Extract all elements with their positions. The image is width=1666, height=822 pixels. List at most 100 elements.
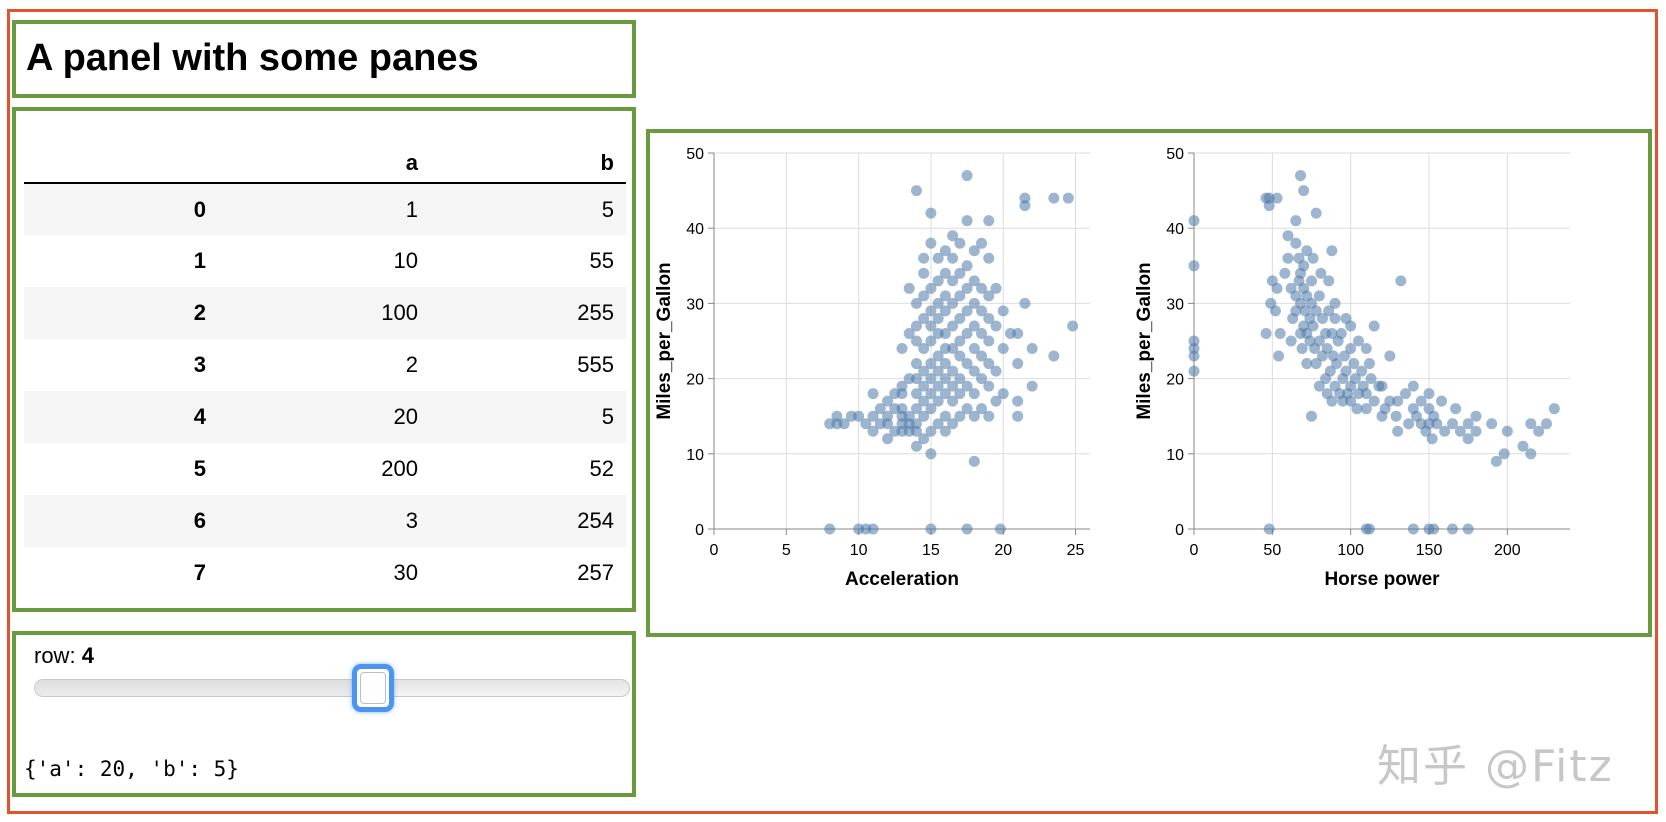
scatter-point: [1326, 327, 1338, 339]
scatter-point: [925, 358, 937, 370]
scatter-point: [968, 388, 980, 400]
scatter-point: [954, 350, 966, 362]
scatter-point: [939, 267, 951, 279]
scatter-point: [932, 312, 944, 324]
scatter-point: [882, 433, 894, 445]
row-slider-handle[interactable]: [352, 664, 395, 712]
row-slider-fill: [35, 680, 375, 696]
scatter-point: [1462, 418, 1474, 430]
scatter-point: [1345, 320, 1357, 332]
x-tick-label: 15: [922, 542, 940, 559]
row-slider-track[interactable]: [34, 679, 630, 697]
scatter-point: [939, 305, 951, 317]
scatter-point: [918, 252, 930, 264]
cell-b: 254: [577, 508, 614, 533]
scatter-point: [910, 297, 922, 309]
scatter-point: [976, 327, 988, 339]
scatter-point: [1188, 365, 1200, 377]
watermark: 知乎 @Fitz: [1377, 741, 1614, 792]
scatter-point: [925, 388, 937, 400]
x-axis-title: Horse power: [1324, 569, 1440, 590]
scatter-point: [1316, 312, 1328, 324]
scatter-chart-2: 0 50 100 150 200 0 10 20 30 40 50 Horse power Miles_…: [1134, 146, 1570, 590]
x-tick-label: 10: [850, 542, 868, 559]
scatter-point: [997, 388, 1009, 400]
scatter-point: [939, 358, 951, 370]
scatter-point: [990, 282, 1002, 294]
scatter-point: [990, 320, 1002, 332]
scatter-point: [932, 418, 944, 430]
x-tick-label: 50: [1263, 542, 1281, 559]
row-index: 3: [193, 352, 206, 377]
cell-a: 200: [381, 456, 418, 481]
scatter-point: [1436, 395, 1448, 407]
scatter-point: [824, 523, 836, 535]
y-tick-label: 20: [686, 372, 704, 389]
scatter-point: [918, 267, 930, 279]
scatter-point: [896, 403, 908, 415]
scatter-point: [1271, 192, 1283, 204]
scatter-point: [910, 418, 922, 430]
scatter-point: [910, 335, 922, 347]
scatter-point: [1392, 395, 1404, 407]
y-tick-label: 0: [1175, 522, 1184, 539]
table-row: 2 100 255: [24, 287, 626, 339]
scatter-point: [1290, 237, 1302, 249]
scatter-point: [918, 365, 930, 377]
scatter-point: [1447, 418, 1458, 430]
row-index: 0: [193, 196, 206, 222]
scatter-point: [1306, 410, 1317, 422]
scatter-point: [1301, 245, 1313, 257]
scatter-point: [1290, 215, 1302, 227]
scatter-point: [1450, 403, 1462, 415]
scatter-point: [1026, 380, 1038, 392]
scatter-point: [961, 523, 973, 535]
y-tick-label: 40: [1166, 221, 1184, 238]
scatter-point: [1439, 425, 1451, 437]
scatter-point: [976, 237, 988, 249]
scatter-point: [1426, 433, 1438, 445]
scatter-point: [910, 440, 922, 452]
table-row: 5 200 52: [24, 443, 626, 495]
scatter-point: [997, 343, 1009, 355]
scatter-point: [968, 245, 980, 257]
scatter-point: [1306, 275, 1317, 287]
scatter-point: [961, 358, 973, 370]
scatter-point: [1390, 410, 1402, 422]
scatter-point: [983, 380, 995, 392]
scatter-point: [1331, 358, 1343, 370]
scatter-point: [947, 380, 959, 392]
scatter-point: [853, 410, 865, 422]
dataframe-table: a b 0 1 5 1 10 55 2 100 255 3 2 555 4 20 5 5 200 52 6 3 254 7…: [24, 121, 626, 599]
scatter-point: [1307, 252, 1319, 264]
scatter-point: [954, 290, 966, 302]
scatter-point: [1271, 282, 1283, 294]
scatter-point: [954, 410, 966, 422]
scatter-point: [1310, 207, 1322, 219]
table-row: 4 20 5: [24, 391, 626, 443]
scatter-point: [968, 297, 980, 309]
column-header-b: b: [600, 149, 614, 175]
scatter-point: [1400, 388, 1411, 400]
scatter-point: [1062, 192, 1074, 204]
y-tick-label: 0: [695, 522, 704, 539]
scatter-point: [939, 410, 951, 422]
table-body: 0 1 5 1 10 55 2 100 255 3 2 555 4 20 5 5 200 52 6 3 254 7 30 25…: [24, 183, 626, 599]
scatter-point: [1403, 418, 1415, 430]
scatter-point: [947, 320, 959, 332]
scatter-point: [925, 320, 937, 332]
charts-pane: 0 5 10 15 20 25 0 10 20 30 40 50 Acceleration Miles_p…: [646, 129, 1652, 637]
table-row: 1 10 55: [24, 235, 626, 287]
scatter-point: [1188, 343, 1200, 355]
scatter-point: [932, 275, 944, 287]
scatter-point: [1273, 350, 1285, 362]
scatter-point: [1313, 380, 1325, 392]
cell-b: 255: [577, 300, 614, 325]
scatter-point: [896, 343, 908, 355]
scatter-point: [831, 410, 843, 422]
cell-b: 5: [601, 196, 614, 222]
scatter-point: [1517, 440, 1529, 452]
scatter-point: [961, 380, 973, 392]
cell-b: 257: [577, 560, 614, 585]
row-index: 1: [193, 248, 206, 273]
